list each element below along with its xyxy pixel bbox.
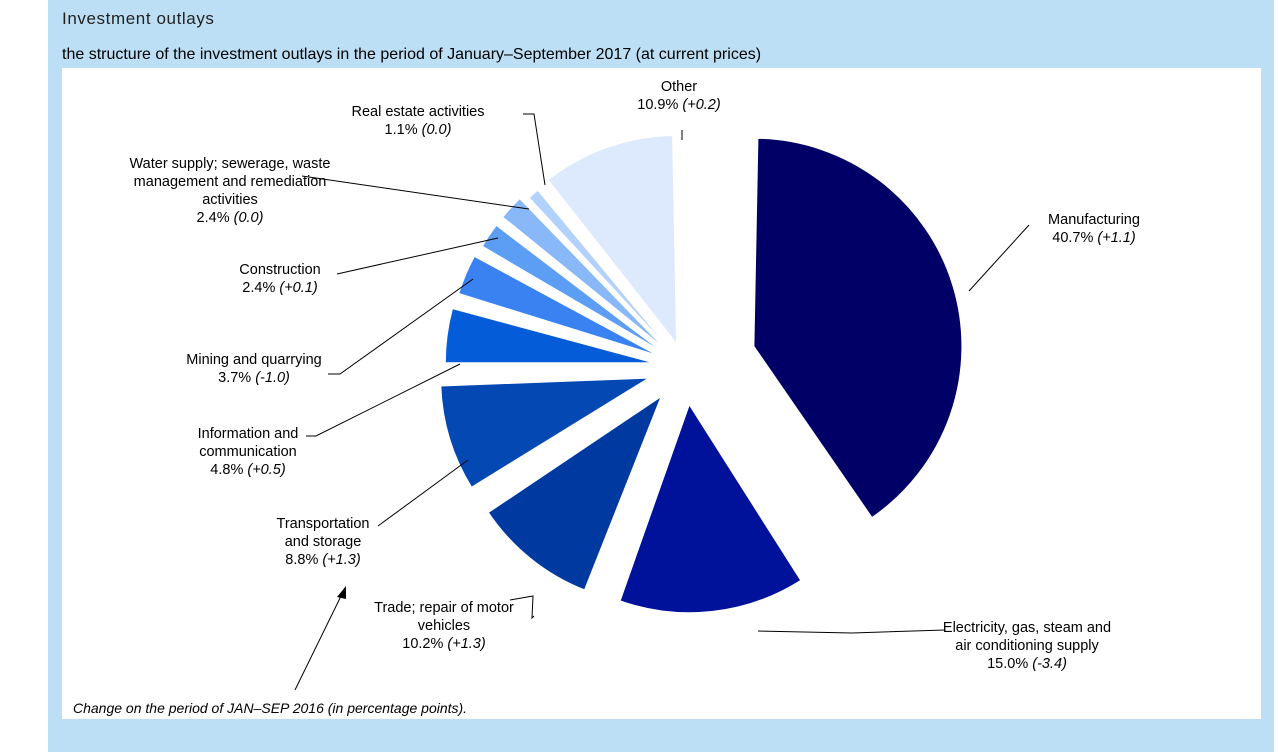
pie-slice (619, 403, 802, 614)
slice-category: Mining and quarrying (186, 352, 321, 368)
slice-value: 40.7% (+1.1) (1052, 230, 1135, 246)
slice-category: management and remediation (134, 174, 327, 190)
pie-chart: Manufacturing 40.7% (+1.1) Electricity, ga… (130, 79, 1140, 691)
leader-line (523, 113, 546, 186)
slice-change: (+1.3) (447, 636, 485, 652)
slice-label: Mining and quarrying 3.7% (-1.0) (186, 352, 321, 386)
slice-value: 3.7% (-1.0) (218, 370, 290, 386)
slice-label: Construction 2.4% (+0.1) (239, 262, 320, 296)
slice-label: Other 10.9% (+0.2) (637, 79, 720, 113)
slice-value: 15.0% (-3.4) (987, 656, 1067, 672)
slice-label: Manufacturing 40.7% (+1.1) (1048, 212, 1140, 246)
pie-slice (481, 224, 663, 352)
slice-category: Electricity, gas, steam and (943, 620, 1111, 636)
slice-category: Real estate activities (352, 104, 485, 120)
slice-category: Manufacturing (1048, 212, 1140, 228)
slice-label: Information and communication 4.8% (+0.5) (198, 426, 299, 478)
slice-category: Water supply; sewerage, waste (130, 156, 331, 172)
slice-label: Water supply; sewerage, waste management … (130, 156, 331, 226)
slice-change: (+1.1) (1097, 230, 1135, 246)
pie-slice (487, 395, 663, 591)
pie-slice (547, 134, 678, 345)
chart-subtitle: the structure of the investment outlays … (62, 46, 762, 63)
slice-change: (+0.2) (682, 97, 720, 113)
slice-value: 10.9% (+0.2) (637, 97, 720, 113)
slice-category: Construction (239, 262, 320, 278)
pie-slice (444, 307, 654, 364)
leader-line (328, 278, 474, 375)
slice-category: air conditioning supply (955, 638, 1099, 654)
slice-value: 10.2% (+1.3) (402, 636, 485, 652)
pie-slice (440, 377, 651, 488)
slice-category: communication (199, 444, 297, 460)
plot-area: Manufacturing 40.7% (+1.1) Electricity, ga… (62, 68, 1261, 719)
pie-slice (528, 189, 671, 351)
slice-category: and storage (285, 534, 362, 550)
slice-change: (+1.3) (322, 552, 360, 568)
slice-value: 2.4% (0.0) (197, 210, 264, 226)
slice-category: vehicles (418, 618, 470, 634)
leader-line (968, 224, 1030, 292)
slice-category: Other (661, 79, 697, 95)
slice-change: (-1.0) (255, 370, 290, 386)
leader-line (301, 175, 530, 210)
slice-category: Trade; repair of motor (374, 600, 514, 616)
slice-change: (+0.1) (279, 280, 317, 296)
slice-value: 1.1% (0.0) (385, 122, 452, 138)
leader-line (377, 459, 469, 527)
slice-change: (+0.5) (247, 462, 285, 478)
slice-label: Trade; repair of motor vehicles 10.2% (+1.… (374, 600, 514, 652)
pie-slice (458, 255, 658, 356)
leader-line (509, 595, 535, 620)
leader-line (336, 237, 499, 275)
leader-line (757, 629, 946, 634)
slice-value: 4.8% (+0.5) (210, 462, 285, 478)
chart-title: Investment outlays (62, 9, 215, 28)
pie-slice (753, 137, 963, 519)
slice-label: Transportation and storage 8.8% (+1.3) (277, 516, 370, 568)
slice-value: 8.8% (+1.3) (285, 552, 360, 568)
slice-label: Real estate activities 1.1% (0.0) (352, 104, 485, 138)
footnote-arrow (294, 593, 343, 691)
slice-value: 2.4% (+0.1) (242, 280, 317, 296)
leader-line (306, 363, 461, 437)
slice-change: (0.0) (422, 122, 452, 138)
arrow-head (337, 586, 346, 599)
slice-category: Information and (198, 426, 299, 442)
slice-category: activities (202, 192, 258, 208)
pie-slice (502, 197, 665, 349)
slice-category: Transportation (277, 516, 370, 532)
slice-label: Electricity, gas, steam and air condition… (943, 620, 1111, 672)
footnote: Change on the period of JAN–SEP 2016 (in… (73, 700, 468, 716)
slice-change: (-3.4) (1032, 656, 1067, 672)
slice-change: (0.0) (234, 210, 264, 226)
